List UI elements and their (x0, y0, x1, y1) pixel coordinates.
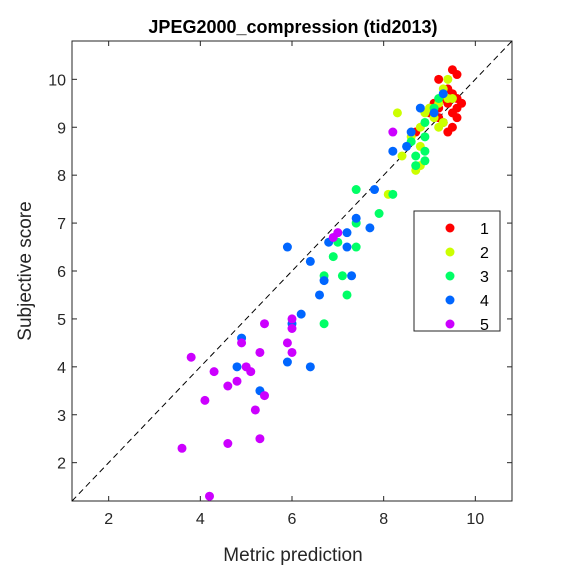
data-point-series-5 (287, 347, 297, 357)
data-point-series-3 (420, 156, 430, 166)
legend-label-3: 3 (480, 269, 489, 286)
data-point-series-4 (319, 276, 329, 286)
x-tick-label: 6 (288, 511, 297, 528)
data-point-series-2 (392, 108, 402, 118)
x-tick-label: 10 (466, 511, 484, 528)
data-point-series-5 (237, 338, 247, 348)
data-point-series-4 (342, 228, 352, 238)
data-point-series-2 (397, 151, 407, 161)
data-point-series-4 (370, 185, 379, 195)
data-point-series-1 (443, 127, 453, 137)
data-point-series-5 (177, 443, 187, 453)
y-axis: 2 3 4 5 6 7 8 9 10 (48, 72, 512, 473)
data-point-series-5 (205, 491, 214, 501)
data-point-series-3 (337, 271, 347, 281)
data-point-series-1 (452, 113, 462, 123)
y-tick-label: 7 (57, 216, 66, 233)
data-point-series-5 (232, 376, 242, 386)
x-tick-label: 2 (104, 511, 113, 528)
legend-marker-4 (445, 295, 455, 305)
data-point-series-3 (328, 252, 338, 262)
legend-label-2: 2 (480, 245, 489, 262)
legend-box (413, 210, 501, 332)
data-point-series-4 (347, 271, 357, 281)
data-point-series-4 (305, 256, 315, 266)
x-axis-label: Metric prediction (223, 545, 362, 566)
data-point-series-5 (186, 352, 196, 362)
data-point-series-3 (351, 242, 361, 252)
data-point-series-3 (420, 132, 430, 142)
data-point-series-4 (282, 357, 292, 367)
data-point-series-5 (209, 367, 219, 377)
legend-marker-5 (445, 319, 455, 329)
data-point-series-5 (246, 367, 256, 377)
x-tick-label: 8 (379, 511, 388, 528)
legend: 1 2 3 4 5 (413, 210, 501, 334)
legend-label-1: 1 (480, 221, 489, 238)
data-point-series-4 (282, 242, 292, 252)
data-point-series-5 (260, 319, 269, 329)
data-point-series-5 (250, 405, 260, 415)
data-point-series-5 (328, 232, 338, 242)
data-point-series-5 (223, 439, 233, 448)
data-point-series-4 (342, 242, 352, 252)
data-point-series-5 (223, 381, 233, 391)
data-point-series-4 (232, 362, 242, 372)
y-tick-label: 9 (57, 120, 66, 137)
y-tick-label: 3 (57, 408, 66, 425)
legend-marker-1 (445, 223, 455, 233)
data-point-series-5 (255, 347, 265, 357)
data-point-series-5 (287, 324, 297, 333)
data-point-series-2 (443, 74, 453, 84)
data-points (177, 65, 467, 501)
data-point-series-4 (365, 223, 375, 233)
data-point-series-1 (452, 70, 462, 80)
data-point-series-4 (415, 103, 425, 113)
x-axis: 2 4 6 8 10 (104, 41, 484, 528)
data-point-series-5 (282, 338, 292, 348)
data-point-series-3 (319, 319, 329, 329)
data-point-series-1 (434, 74, 444, 84)
data-point-series-3 (342, 290, 352, 300)
data-point-series-2 (434, 122, 444, 132)
data-point-series-4 (388, 146, 398, 156)
data-point-series-4 (402, 141, 412, 151)
data-point-series-4 (315, 290, 324, 300)
legend-label-4: 4 (480, 293, 489, 310)
data-point-series-4 (305, 362, 315, 372)
data-point-series-5 (287, 314, 297, 324)
data-point-series-3 (411, 151, 421, 161)
data-point-series-3 (388, 189, 398, 199)
data-point-series-5 (388, 127, 398, 137)
data-point-series-4 (429, 108, 439, 118)
y-tick-label: 10 (48, 72, 66, 89)
data-point-series-4 (438, 89, 448, 99)
data-point-series-4 (296, 309, 306, 319)
data-point-series-3 (420, 146, 430, 156)
legend-marker-2 (445, 247, 455, 257)
y-tick-label: 2 (57, 456, 66, 473)
y-tick-label: 5 (57, 312, 66, 329)
data-point-series-4 (406, 127, 416, 137)
data-point-series-3 (411, 161, 421, 171)
y-tick-label: 8 (57, 168, 66, 185)
data-point-series-5 (260, 391, 269, 401)
data-point-series-5 (200, 395, 210, 405)
x-tick-label: 4 (196, 511, 205, 528)
data-point-series-5 (255, 434, 265, 444)
data-point-series-3 (374, 209, 384, 218)
chart-title: JPEG2000_compression (tid2013) (148, 17, 437, 37)
legend-marker-3 (445, 271, 455, 281)
y-tick-label: 4 (57, 360, 66, 377)
data-point-series-3 (420, 117, 430, 127)
legend-label-5: 5 (480, 317, 489, 334)
y-tick-label: 6 (57, 264, 66, 281)
data-point-series-3 (351, 185, 361, 195)
data-point-series-4 (351, 213, 361, 223)
y-axis-label: Subjective score (15, 201, 36, 340)
data-point-series-1 (452, 103, 462, 113)
